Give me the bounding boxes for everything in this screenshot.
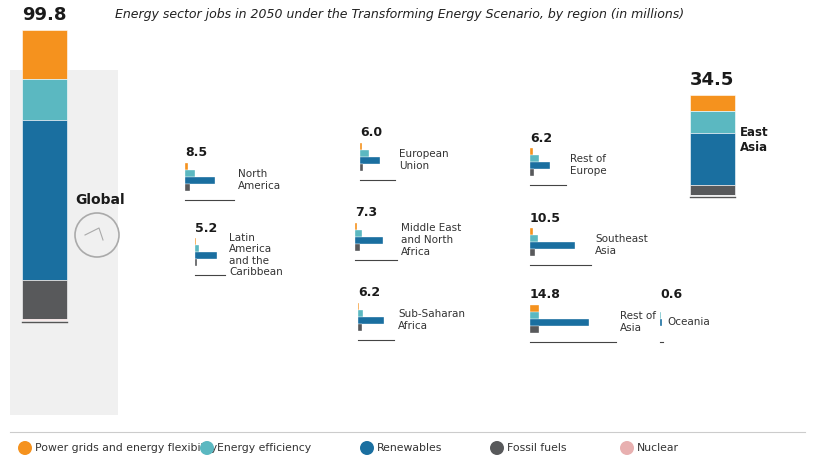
- Bar: [690, 111, 735, 133]
- Text: Energy sector jobs in 2050 under the Transforming Energy Scenario, by region (in: Energy sector jobs in 2050 under the Tra…: [116, 8, 685, 21]
- Bar: [530, 169, 534, 175]
- Bar: [530, 235, 538, 242]
- Bar: [530, 148, 533, 155]
- Text: Power grids and energy flexibility: Power grids and energy flexibility: [35, 443, 217, 453]
- Bar: [530, 326, 539, 332]
- Text: 10.5: 10.5: [530, 212, 561, 225]
- Text: 5.2: 5.2: [195, 221, 218, 235]
- Bar: [195, 258, 197, 266]
- Bar: [360, 142, 363, 149]
- Bar: [22, 319, 67, 320]
- Text: Renewables: Renewables: [377, 443, 443, 453]
- Bar: [355, 222, 357, 229]
- Text: 14.8: 14.8: [530, 289, 561, 301]
- Text: Global: Global: [75, 193, 125, 207]
- Bar: [22, 79, 67, 120]
- Bar: [530, 319, 589, 326]
- Bar: [185, 177, 215, 183]
- Text: 6.0: 6.0: [360, 126, 382, 140]
- Circle shape: [18, 441, 32, 455]
- Text: Energy efficiency: Energy efficiency: [217, 443, 311, 453]
- Text: Rest of
Europe: Rest of Europe: [570, 154, 606, 176]
- Bar: [355, 236, 383, 243]
- Text: Rest of
Asia: Rest of Asia: [620, 311, 656, 333]
- Text: Middle East
and North
Africa: Middle East and North Africa: [401, 223, 461, 257]
- Bar: [360, 164, 363, 171]
- Text: 8.5: 8.5: [185, 147, 207, 159]
- Bar: [690, 185, 735, 195]
- Bar: [185, 183, 190, 190]
- Bar: [360, 149, 368, 157]
- Bar: [530, 242, 575, 249]
- Bar: [22, 30, 67, 79]
- Bar: [530, 162, 550, 169]
- Bar: [690, 95, 735, 111]
- Bar: [195, 251, 217, 258]
- Bar: [530, 312, 539, 319]
- Text: Fossil fuels: Fossil fuels: [507, 443, 566, 453]
- Bar: [358, 303, 359, 310]
- Bar: [690, 133, 735, 185]
- Bar: [358, 323, 362, 330]
- Bar: [195, 244, 199, 251]
- Text: Latin
America
and the
Caribbean: Latin America and the Caribbean: [229, 233, 283, 277]
- Bar: [530, 305, 539, 312]
- Bar: [195, 237, 196, 244]
- Text: 99.8: 99.8: [22, 6, 67, 24]
- Text: Nuclear: Nuclear: [637, 443, 679, 453]
- Bar: [530, 249, 535, 256]
- Circle shape: [360, 441, 374, 455]
- Text: European
Union: European Union: [399, 149, 448, 171]
- Bar: [22, 280, 67, 319]
- Text: Southeast
Asia: Southeast Asia: [595, 234, 648, 256]
- Bar: [358, 316, 384, 323]
- Bar: [360, 157, 381, 164]
- Text: 6.2: 6.2: [530, 132, 552, 144]
- Text: 7.3: 7.3: [355, 206, 377, 219]
- Bar: [530, 155, 539, 162]
- Text: 34.5: 34.5: [690, 71, 734, 89]
- Bar: [355, 243, 360, 251]
- Bar: [355, 229, 362, 236]
- Bar: [10, 70, 118, 415]
- Text: East
Asia: East Asia: [740, 126, 769, 154]
- Bar: [22, 120, 67, 280]
- Text: 6.2: 6.2: [358, 287, 380, 299]
- Circle shape: [620, 441, 634, 455]
- Text: Sub-Saharan
Africa: Sub-Saharan Africa: [398, 309, 465, 331]
- Bar: [530, 227, 533, 235]
- Text: 0.6: 0.6: [660, 289, 682, 301]
- Circle shape: [200, 441, 214, 455]
- Bar: [660, 319, 662, 326]
- Text: Oceania: Oceania: [667, 317, 710, 327]
- Text: North
America: North America: [238, 169, 281, 191]
- Circle shape: [490, 441, 504, 455]
- Bar: [358, 310, 363, 316]
- Bar: [185, 170, 196, 177]
- Bar: [185, 163, 188, 170]
